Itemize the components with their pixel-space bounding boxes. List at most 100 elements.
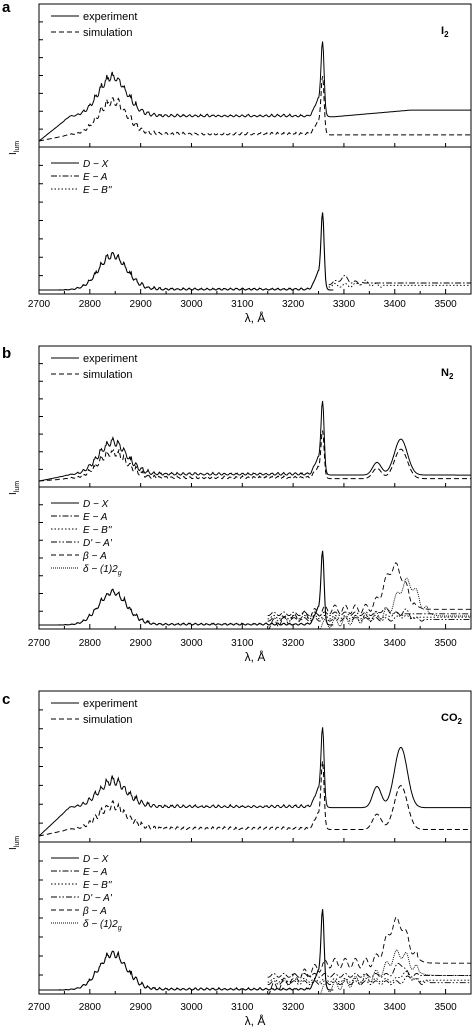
legend-label: experiment (83, 698, 137, 710)
series-line-2 (267, 611, 471, 620)
series-experiment-line (38, 400, 471, 482)
legend-label-main: δ − (1)2 (83, 564, 118, 575)
legend-label: β − A (82, 551, 107, 562)
y-axis-label: Ilum (8, 141, 21, 155)
y-axis-label-main: I (8, 152, 19, 155)
legend-label: D − X (83, 854, 109, 865)
x-tick-label: 3400 (384, 638, 407, 649)
legend-label-sub: g (118, 570, 122, 577)
x-tick-label: 3200 (282, 638, 305, 649)
x-tick-label: 3400 (384, 299, 407, 310)
x-axis-label: λ, Å (245, 1013, 266, 1028)
legend-label: E − B'' (83, 185, 113, 196)
x-axis-label: λ, Å (245, 310, 266, 325)
x-tick-label: 3000 (180, 1002, 203, 1013)
series-line-4 (267, 916, 471, 995)
legend-label-main: D − X (83, 499, 109, 510)
series-simulation-line (38, 430, 471, 482)
panel-letter: c (2, 691, 10, 708)
legend-label: δ − (1)2g (83, 919, 122, 932)
legend-label: D − X (83, 159, 109, 170)
y-axis-label: Ilum (8, 836, 21, 850)
x-tick-label: 2900 (130, 1002, 153, 1013)
series-line-0 (39, 212, 334, 291)
x-tick-label: 3300 (333, 1002, 356, 1013)
y-axis-label: Ilum (8, 481, 21, 495)
chart-panel-a: 2700 2800 2900 3000 3100 3200 3300 3400 3500aI2I… (2, 0, 472, 325)
legend-label-sub: g (118, 925, 122, 932)
species-label: I2 (441, 25, 449, 39)
x-tick-label: 2800 (79, 638, 102, 649)
species-label: N2 (441, 367, 454, 381)
legend-label-main: β − A (82, 551, 107, 562)
panel-letter: b (2, 345, 11, 362)
x-tick-label: 3100 (231, 1002, 254, 1013)
legend-label: E − A (83, 867, 108, 878)
series-line-0 (39, 909, 334, 991)
series-simulation-line (38, 761, 471, 837)
x-tick-label: 3400 (384, 1002, 407, 1013)
x-tick-label: 2700 (28, 1002, 51, 1013)
x-tick-label: 3200 (282, 1002, 305, 1013)
y-axis-label-sub: lum (14, 141, 21, 152)
series-line-5 (318, 577, 471, 630)
x-tick-label: 2800 (79, 299, 102, 310)
legend-label: δ − (1)2g (83, 564, 122, 577)
legend-label-main: δ − (1)2 (83, 919, 118, 930)
x-tick-label: 3300 (333, 299, 356, 310)
x-tick-label: 3000 (180, 638, 203, 649)
x-tick-label: 2700 (28, 638, 51, 649)
legend-label-main: β − A (82, 906, 107, 917)
x-tick-label: 3500 (434, 638, 457, 649)
legend-label-main: D − X (83, 159, 109, 170)
series-experiment-line (38, 727, 471, 837)
legend-label: simulation (83, 27, 133, 39)
legend-label-main: D' − A' (83, 538, 113, 549)
legend-label: β − A (82, 906, 107, 917)
legend-label-main: D' − A' (83, 893, 113, 904)
legend-label-main: E − A (83, 512, 108, 523)
legend-label-main: D − X (83, 854, 109, 865)
series-line-3 (267, 608, 471, 622)
series-line-2 (267, 970, 471, 983)
species-name: I (441, 25, 444, 37)
y-axis-label-sub: lum (14, 481, 21, 492)
legend-label: D' − A' (83, 538, 113, 549)
legend-label: D' − A' (83, 893, 113, 904)
x-tick-label: 3500 (434, 299, 457, 310)
series-experiment-line (38, 41, 471, 142)
x-tick-label: 3300 (333, 638, 356, 649)
species-name: CO (441, 712, 458, 724)
series-line-2 (328, 279, 471, 288)
legend-label: simulation (83, 714, 133, 726)
x-tick-label: 2900 (130, 638, 153, 649)
species-subscript: 2 (444, 30, 449, 39)
x-tick-label: 3200 (282, 299, 305, 310)
y-axis-label-main: I (8, 847, 19, 850)
species-subscript: 2 (449, 372, 454, 381)
y-axis-label-sub: lum (14, 836, 21, 847)
species-subscript: 2 (458, 717, 463, 726)
legend-label-main: E − B'' (83, 185, 113, 196)
x-tick-label: 2800 (79, 1002, 102, 1013)
series-line-0 (39, 550, 334, 626)
legend-label: E − A (83, 172, 108, 183)
species-label: CO2 (441, 712, 463, 726)
legend-label: D − X (83, 499, 109, 510)
legend-label-main: E − B'' (83, 880, 113, 891)
legend-label: E − B'' (83, 880, 113, 891)
x-tick-label: 3100 (231, 299, 254, 310)
chart-panel-b: 2700 2800 2900 3000 3100 3200 3300 3400 3500 b N2 I… (2, 345, 472, 664)
legend-label: simulation (83, 369, 133, 381)
y-axis-label-main: I (8, 492, 19, 495)
series-line-1 (267, 607, 471, 617)
x-tick-label: 2900 (130, 299, 153, 310)
series-simulation-line (38, 76, 471, 142)
legend-label-main: E − B'' (83, 525, 113, 536)
x-axis-label: λ, Å (245, 649, 266, 664)
legend-label-main: E − A (83, 172, 108, 183)
legend-label: E − B'' (83, 525, 113, 536)
chart-panel-c: 2700 2800 2900 3000 3100 3200 3300 3400 3500 c CO2… (2, 690, 472, 1028)
legend-label: experiment (83, 11, 137, 23)
